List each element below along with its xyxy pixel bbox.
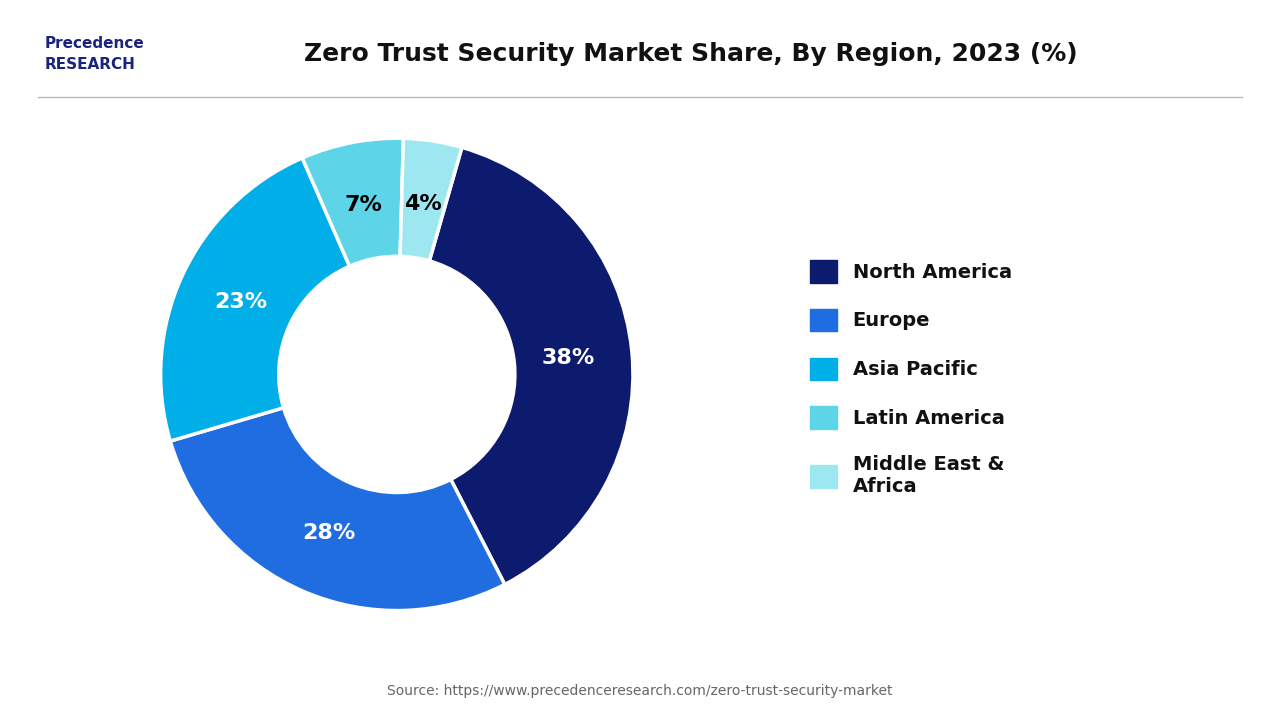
Text: Precedence
RESEARCH: Precedence RESEARCH [45,36,145,72]
Text: 7%: 7% [346,195,383,215]
Text: 38%: 38% [541,348,595,368]
Wedge shape [429,148,632,585]
Wedge shape [401,138,462,261]
Wedge shape [161,158,349,441]
Wedge shape [302,138,403,266]
Legend: North America, Europe, Asia Pacific, Latin America, Middle East &
Africa: North America, Europe, Asia Pacific, Lat… [803,252,1019,504]
Text: 4%: 4% [404,194,442,214]
Wedge shape [170,408,504,611]
Text: 28%: 28% [302,523,356,543]
Text: Zero Trust Security Market Share, By Region, 2023 (%): Zero Trust Security Market Share, By Reg… [305,42,1078,66]
Text: Source: https://www.precedenceresearch.com/zero-trust-security-market: Source: https://www.precedenceresearch.c… [388,684,892,698]
Text: 23%: 23% [214,292,268,312]
